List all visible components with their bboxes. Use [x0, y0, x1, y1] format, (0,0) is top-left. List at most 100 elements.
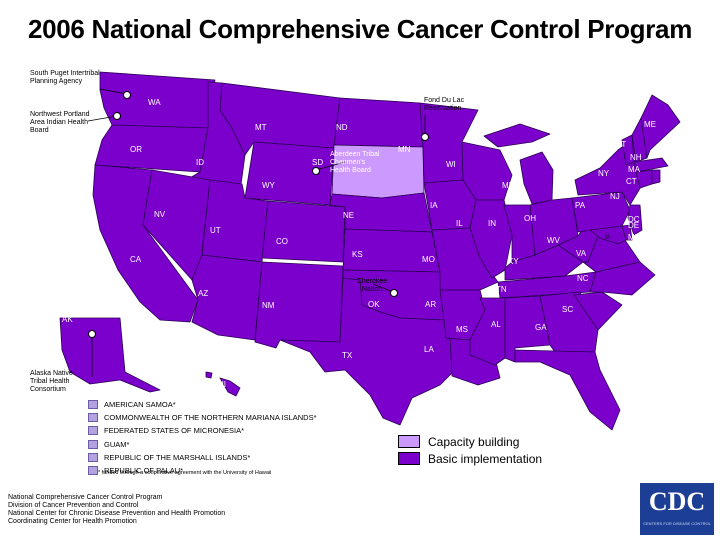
- territory-item: FEDERATED STATES OF MICRONESIA*: [88, 424, 317, 437]
- state-label-mn: MN: [398, 145, 411, 154]
- state-label-wv: WV: [547, 236, 561, 245]
- state-co: [261, 200, 346, 263]
- map-title: 2006 National Comprehensive Cancer Contr…: [27, 14, 693, 44]
- marker-alaska: [88, 330, 96, 338]
- state-label-dc: DC: [628, 215, 640, 224]
- state-ak: [59, 317, 161, 393]
- state-label-sc: SC: [562, 305, 573, 314]
- legend-swatch-basic: [398, 452, 420, 465]
- state-label-ms: MS: [456, 325, 468, 334]
- state-label-tn: TN: [496, 285, 507, 294]
- callout-aberdeen: Aberdeen Tribal Chairmen's Health Board: [330, 151, 380, 174]
- state-label-vt: VT: [616, 140, 626, 149]
- territory-swatch: [88, 426, 98, 436]
- state-or: [94, 124, 209, 173]
- marker-aberdeen: [312, 167, 320, 175]
- state-label-fl: FL: [566, 385, 576, 394]
- territory-swatch: [88, 466, 98, 476]
- state-label-de: DE: [628, 221, 639, 230]
- state-pa: [571, 191, 631, 233]
- state-label-ne: NE: [343, 211, 354, 220]
- state-label-co: CO: [276, 237, 288, 246]
- state-label-mi: MI: [502, 181, 511, 190]
- state-label-ct: CT: [626, 177, 637, 186]
- legend-item-capacity: Capacity building: [398, 433, 542, 450]
- territory-swatch: [88, 400, 98, 410]
- state-me: [640, 94, 681, 159]
- state-label-nv: NV: [154, 210, 166, 219]
- state-label-ri: RI: [653, 189, 661, 198]
- state-label-nh: NH: [630, 153, 642, 162]
- callout-fond-du-lac: Fond Du Lac Reservation: [424, 97, 465, 112]
- state-label-ar: AR: [425, 300, 436, 309]
- state-label-il: IL: [456, 219, 463, 228]
- state-wy: [244, 141, 335, 206]
- state-label-ia: IA: [430, 201, 438, 210]
- state-tx: [279, 277, 456, 426]
- territory-item: GUAM*: [88, 438, 317, 451]
- territory-item: REPUBLIC OF THE MARSHALL ISLANDS*: [88, 451, 317, 464]
- callout-alaska: Alaska Native Tribal Health Consortium: [30, 370, 73, 393]
- state-label-ky: KY: [508, 257, 519, 266]
- state-label-or: OR: [130, 145, 142, 154]
- state-fl: [514, 349, 621, 431]
- state-label-nd: ND: [336, 123, 348, 132]
- state-label-pa: PA: [575, 201, 586, 210]
- state-sc: [573, 291, 623, 331]
- callout-nw-portland: Northwest Portland Area Indian Health Bo…: [30, 111, 90, 134]
- cdc-logo: CDC CENTERS FOR DISEASE CONTROL: [640, 483, 714, 535]
- callout-cherokee: Cherokee Nation: [356, 278, 388, 293]
- territory-swatch: [88, 452, 98, 462]
- state-ma: [633, 157, 669, 173]
- state-label-tx: TX: [342, 351, 353, 360]
- state-label-nj: NJ: [610, 192, 620, 201]
- state-label-mo: MO: [422, 255, 435, 264]
- state-label-nc: NC: [577, 274, 589, 283]
- state-hi: [205, 371, 241, 397]
- state-nj: [627, 204, 643, 236]
- state-label-ut: UT: [210, 226, 221, 235]
- state-label-nm: NM: [262, 301, 275, 310]
- state-label-ks: KS: [352, 250, 363, 259]
- legend: Capacity building Basic implementation: [398, 433, 542, 467]
- state-label-az: AZ: [198, 289, 208, 298]
- legend-swatch-capacity: [398, 435, 420, 448]
- state-label-ny: NY: [598, 169, 610, 178]
- state-label-md: MD: [628, 233, 641, 242]
- state-label-hi: HI: [218, 380, 226, 389]
- state-label-sd: SD: [312, 158, 323, 167]
- territory-list: AMERICAN SAMOA* COMMONWEALTH OF THE NORT…: [88, 398, 317, 477]
- state-label-in: IN: [488, 219, 496, 228]
- legend-item-basic: Basic implementation: [398, 450, 542, 467]
- state-dc: [605, 234, 610, 239]
- state-label-la: LA: [424, 345, 434, 354]
- state-label-va: VA: [576, 249, 587, 258]
- state-label-mt: MT: [255, 123, 267, 132]
- state-ri: [651, 169, 661, 185]
- credits: National Comprehensive Cancer Control Pr…: [8, 494, 226, 525]
- state-label-wi: WI: [446, 160, 456, 169]
- state-label-ca: CA: [130, 255, 142, 264]
- state-label-ma: MA: [628, 165, 641, 174]
- territory-item: AMERICAN SAMOA*: [88, 398, 317, 411]
- state-label-oh: OH: [524, 214, 536, 223]
- territory-footnote: * funded through a cooperative agreement…: [98, 470, 272, 476]
- state-label-al: AL: [491, 320, 501, 329]
- territory-swatch: [88, 413, 98, 423]
- marker-south-puget: [123, 91, 131, 99]
- state-label-ak: AK: [62, 315, 73, 324]
- state-label-ga: GA: [535, 323, 547, 332]
- state-label-id: ID: [196, 158, 204, 167]
- territory-item: REPUBLIC OF PALAU*: [88, 464, 317, 477]
- callout-south-puget: South Puget Intertribal Planning Agency: [30, 70, 100, 85]
- territory-swatch: [88, 439, 98, 449]
- state-label-ok: OK: [368, 300, 380, 309]
- marker-nw-portland: [113, 112, 121, 120]
- marker-fond-du-lac: [421, 133, 429, 141]
- territory-item: COMMONWEALTH OF THE NORTHERN MARIANA ISL…: [88, 411, 317, 424]
- marker-cherokee: [390, 289, 398, 297]
- state-label-me: ME: [644, 120, 656, 129]
- state-label-wy: WY: [262, 181, 276, 190]
- state-label-wa: WA: [148, 98, 161, 107]
